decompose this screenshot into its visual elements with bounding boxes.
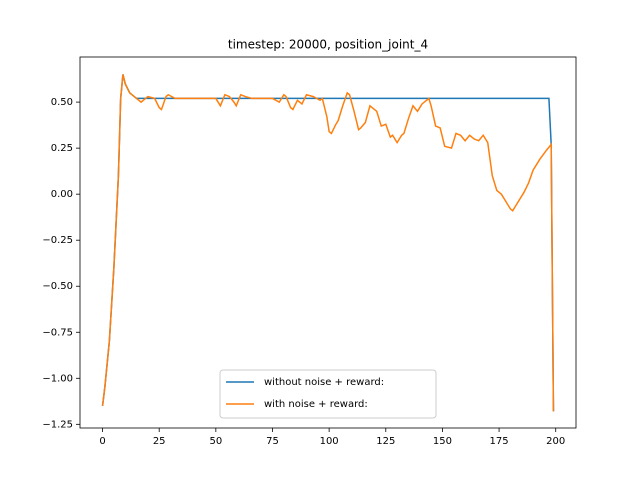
x-tick-label: 100: [320, 436, 339, 447]
x-tick-label: 0: [99, 436, 105, 447]
y-tick-label: −1.00: [42, 373, 73, 384]
x-tick-label: 25: [153, 436, 166, 447]
x-tick-label: 150: [433, 436, 452, 447]
y-tick-label: −1.25: [42, 419, 73, 430]
y-tick-label: 0.50: [51, 97, 73, 108]
x-tick-label: 75: [266, 436, 279, 447]
y-tick-label: 0.00: [51, 189, 73, 200]
x-tick-label: 175: [490, 436, 509, 447]
chart-title: timestep: 20000, position_joint_4: [228, 38, 428, 52]
x-tick-label: 125: [376, 436, 395, 447]
y-tick-label: −0.50: [42, 281, 73, 292]
x-tick-label: 200: [546, 436, 565, 447]
x-tick-label: 50: [209, 436, 222, 447]
legend-label: without noise + reward:: [264, 377, 384, 388]
y-tick-label: −0.25: [42, 235, 73, 246]
plot-frame: [79, 56, 577, 429]
legend-box: [219, 369, 437, 419]
y-tick-label: −0.75: [42, 327, 73, 338]
series-line: [101, 74, 555, 412]
y-tick-label: 0.25: [51, 143, 73, 154]
legend-label: with noise + reward:: [264, 399, 368, 410]
